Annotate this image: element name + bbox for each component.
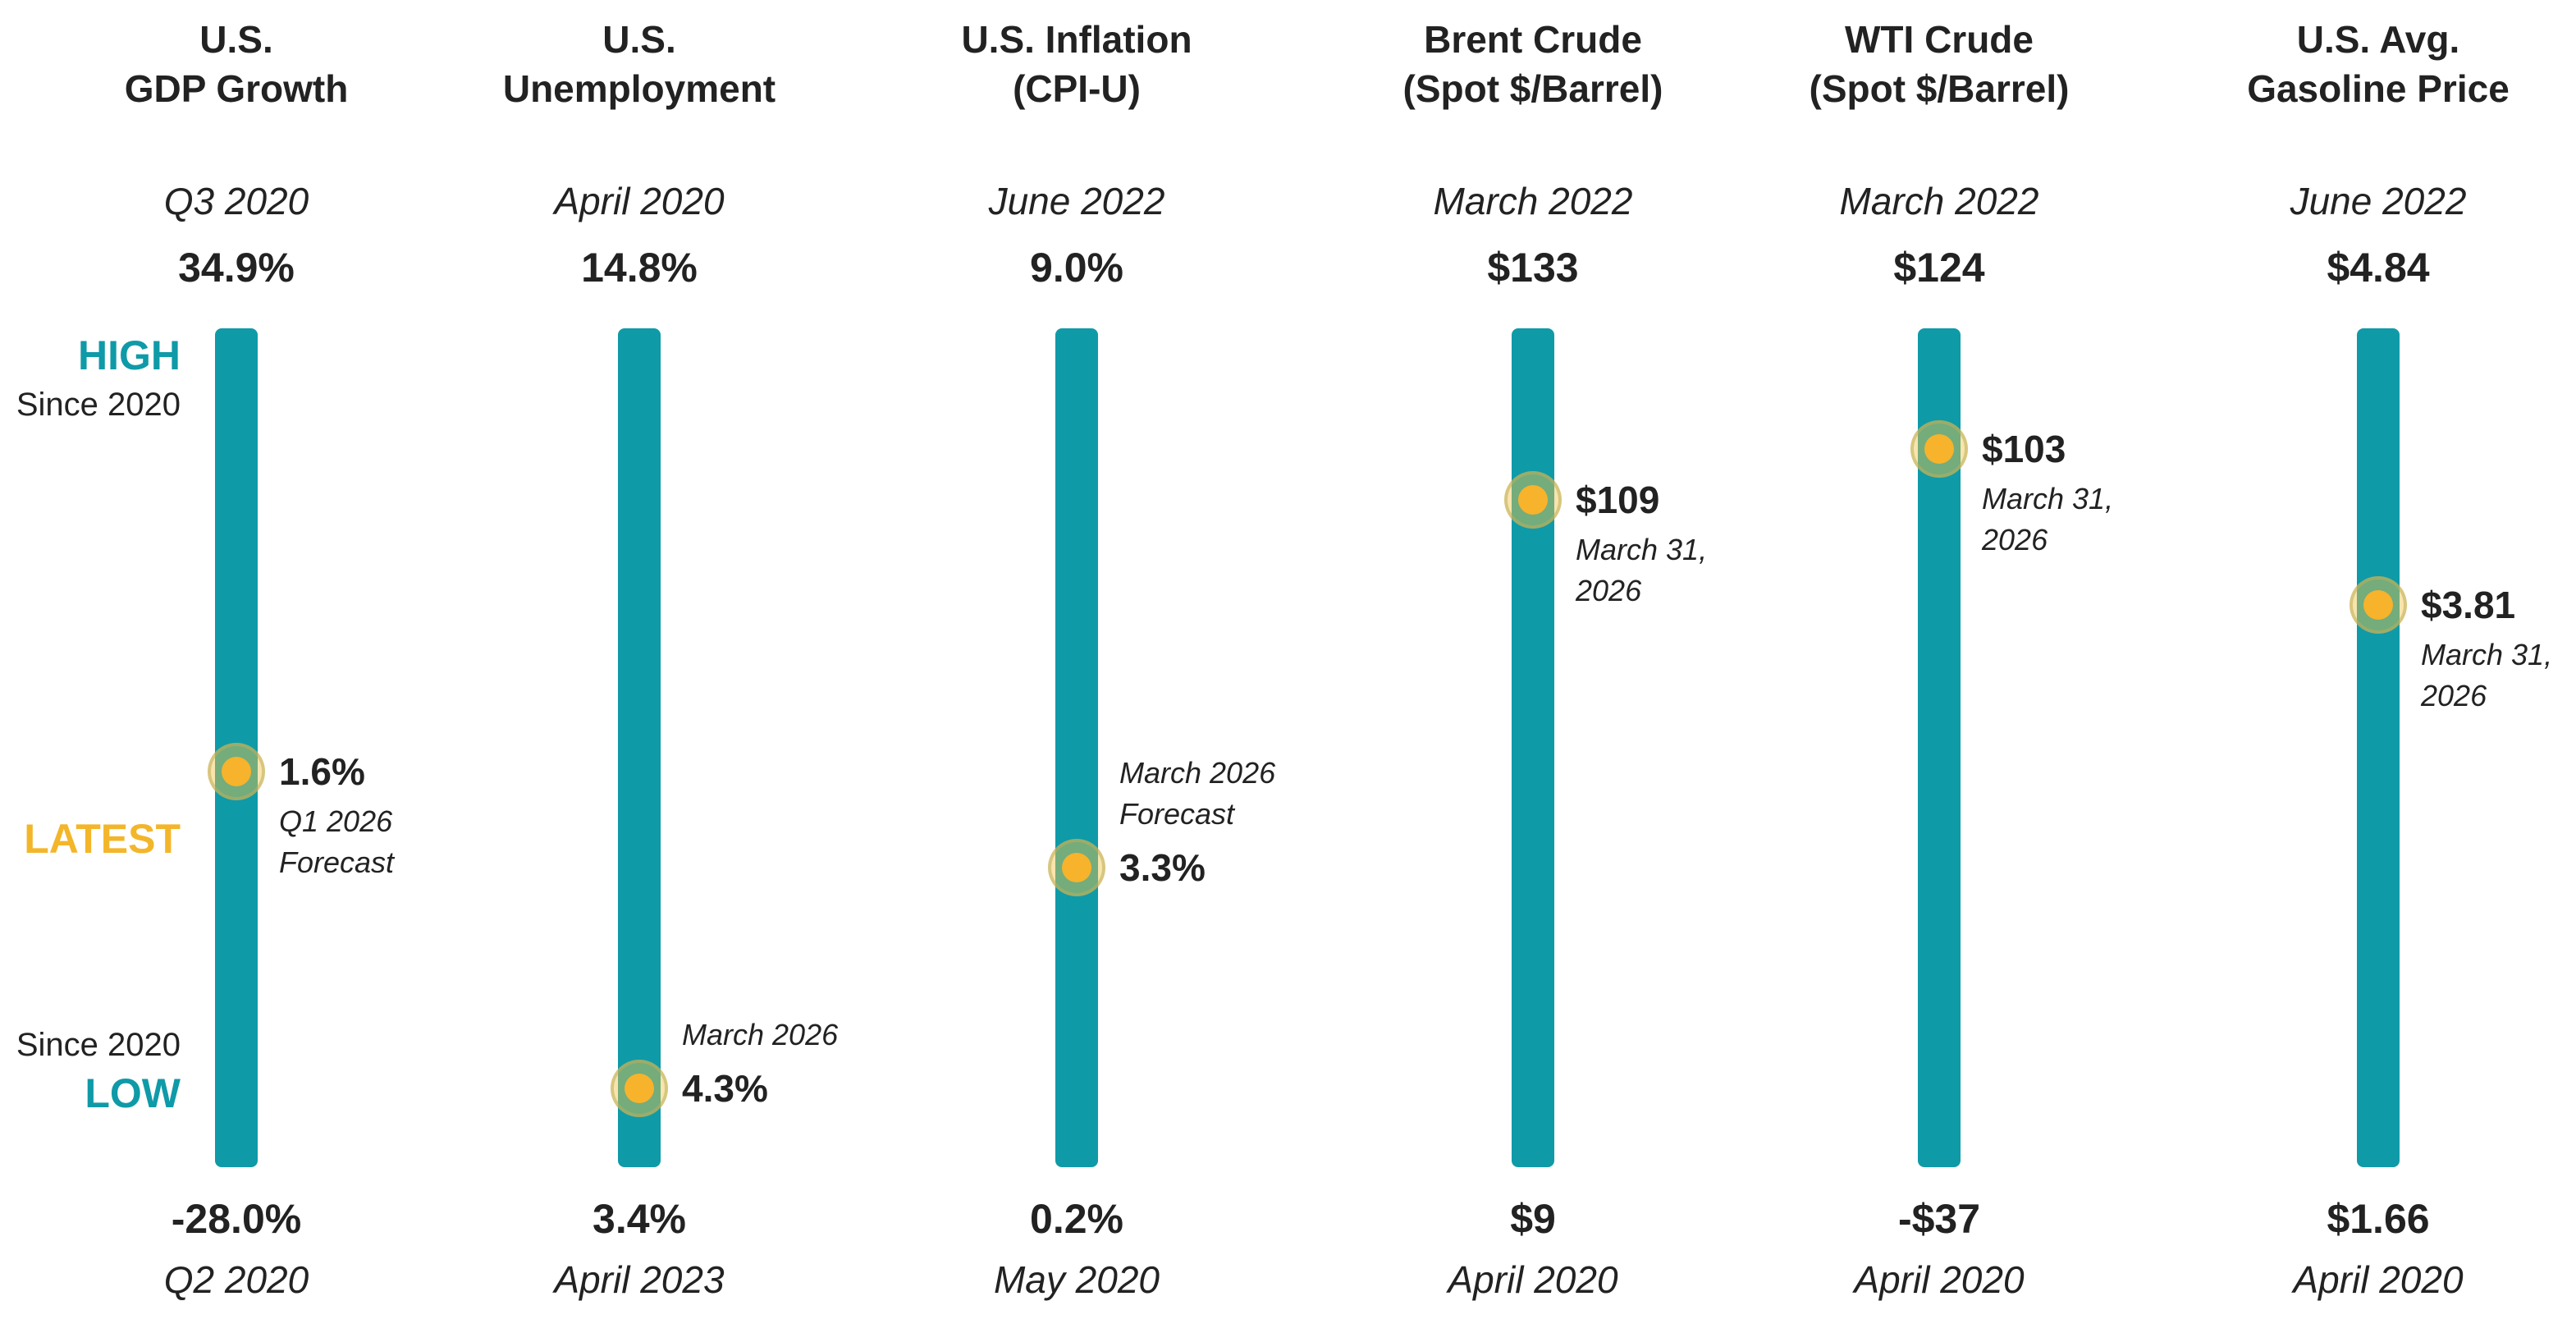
legend-high-since-label: Since 2020 xyxy=(16,387,181,423)
indicator-title-line: Gasoline Price xyxy=(2247,67,2510,110)
indicator-title: U.S. Inflation (CPI-U) xyxy=(863,15,1290,113)
low-period-label: April 2020 xyxy=(1448,1258,1618,1301)
indicator-title-line: U.S. Avg. xyxy=(2296,18,2460,61)
range-bar xyxy=(1512,328,1554,1167)
latest-note-label: 2026 xyxy=(2421,679,2487,713)
high-period-label: June 2022 xyxy=(988,180,1165,222)
low-value-label: 0.2% xyxy=(1030,1196,1123,1242)
indicator-title-line: U.S. Inflation xyxy=(961,18,1192,61)
latest-note-label: 2026 xyxy=(1982,522,2048,557)
legend-low-label: LOW xyxy=(85,1070,181,1116)
latest-value-label: 1.6% xyxy=(279,750,365,793)
indicator-title: Brent Crude (Spot $/Barrel) xyxy=(1320,15,1746,113)
high-value-label: 14.8% xyxy=(581,245,698,291)
indicator-title: U.S. GDP Growth xyxy=(23,15,450,113)
indicator-title-line: U.S. xyxy=(199,18,273,61)
latest-marker xyxy=(1924,433,1954,464)
legend-high-label: HIGH xyxy=(78,332,181,378)
indicator-title-line: Unemployment xyxy=(502,67,776,110)
low-period-label: April 2023 xyxy=(554,1258,725,1301)
latest-note-label: March 31, xyxy=(2421,638,2553,672)
indicator-title: U.S. Unemployment xyxy=(426,15,853,113)
high-value-label: $133 xyxy=(1487,245,1579,291)
high-period-label: April 2020 xyxy=(554,180,725,222)
low-value-label: 3.4% xyxy=(593,1196,686,1242)
high-value-label: 34.9% xyxy=(178,245,295,291)
low-period-label: Q2 2020 xyxy=(163,1258,309,1301)
latest-note-label: Forecast xyxy=(1119,796,1235,831)
low-value-label: $9 xyxy=(1510,1196,1556,1242)
range-bar xyxy=(618,328,661,1167)
latest-value-label: 3.3% xyxy=(1119,845,1206,889)
latest-value-label: 4.3% xyxy=(682,1067,768,1111)
indicator-title-line: Brent Crude xyxy=(1424,18,1642,61)
latest-note-label: March 2026 xyxy=(682,1018,839,1052)
high-value-label: $4.84 xyxy=(2327,245,2430,291)
latest-value-label: $3.81 xyxy=(2421,584,2516,627)
high-value-label: $124 xyxy=(1893,245,1985,291)
latest-note-label: 2026 xyxy=(1576,573,1642,607)
indicator-title-line: U.S. xyxy=(602,18,676,61)
latest-marker xyxy=(1062,852,1091,882)
low-period-label: April 2020 xyxy=(1854,1258,2025,1301)
latest-note-label: Q1 2026 xyxy=(279,804,393,838)
low-value-label: -$37 xyxy=(1897,1196,1981,1242)
high-period-label: Q3 2020 xyxy=(163,180,309,222)
high-period-label: June 2022 xyxy=(2290,180,2467,222)
high-value-label: 9.0% xyxy=(1030,245,1123,291)
range-bar xyxy=(2357,328,2400,1167)
indicator-title-line: (Spot $/Barrel) xyxy=(1809,67,2070,110)
legend-latest-label: LATEST xyxy=(24,816,181,862)
latest-marker xyxy=(2363,590,2393,621)
latest-marker xyxy=(222,757,251,786)
latest-value-label: $103 xyxy=(1982,427,2066,470)
high-period-label: March 2022 xyxy=(1839,180,2039,222)
low-period-label: May 2020 xyxy=(993,1258,1160,1301)
indicator-title-line: GDP Growth xyxy=(124,67,349,110)
range-bar xyxy=(1055,328,1098,1167)
high-period-label: March 2022 xyxy=(1433,180,1633,222)
latest-note-label: March 2026 xyxy=(1119,755,1276,790)
indicator-title-line: WTI Crude xyxy=(1845,18,2034,61)
indicator-title-line: (CPI-U) xyxy=(1013,67,1141,110)
legend-low-since-label: Since 2020 xyxy=(16,1027,181,1063)
low-value-label: -28.0% xyxy=(171,1196,302,1242)
low-value-label: $1.66 xyxy=(2327,1196,2430,1242)
indicator-title: U.S. Avg. Gasoline Price xyxy=(2165,15,2576,113)
latest-marker xyxy=(625,1074,654,1104)
latest-note-label: March 31, xyxy=(1982,481,2114,515)
latest-note-label: March 31, xyxy=(1576,532,1708,566)
latest-note-label: Forecast xyxy=(279,845,395,879)
latest-marker xyxy=(1518,484,1548,515)
latest-value-label: $109 xyxy=(1576,478,1660,521)
indicator-title: WTI Crude (Spot $/Barrel) xyxy=(1726,15,2153,113)
indicator-title-line: (Spot $/Barrel) xyxy=(1402,67,1663,110)
low-period-label: April 2020 xyxy=(2293,1258,2464,1301)
